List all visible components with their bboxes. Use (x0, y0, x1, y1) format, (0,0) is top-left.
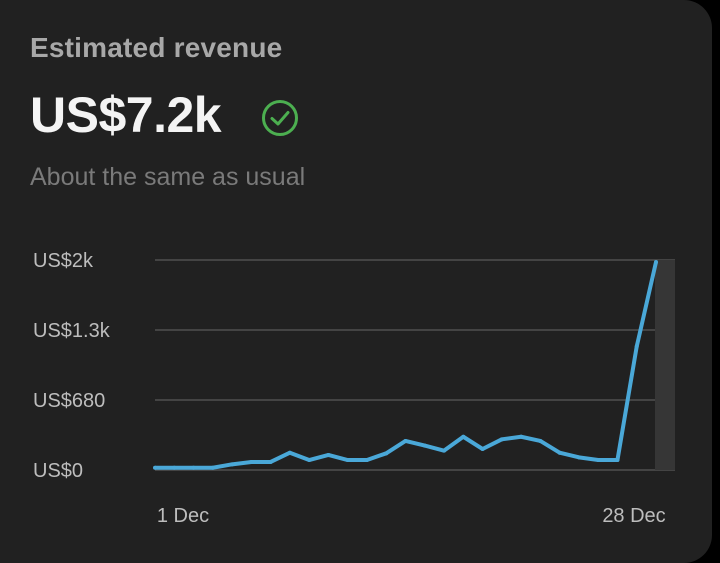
data-point[interactable] (172, 465, 177, 470)
current-day-highlight (655, 260, 675, 470)
data-point[interactable] (249, 459, 254, 464)
data-point[interactable] (442, 448, 447, 453)
x-tick-label: 28 Dec (602, 505, 665, 527)
data-point[interactable] (191, 465, 196, 470)
y-tick-label: US$0 (33, 460, 83, 482)
revenue-comparison: About the same as usual (30, 163, 306, 191)
card-title: Estimated revenue (30, 32, 283, 63)
data-point[interactable] (654, 260, 658, 265)
revenue-amount: US$7.2k (30, 87, 222, 143)
data-point[interactable] (287, 450, 292, 455)
data-point[interactable] (519, 434, 524, 439)
data-point[interactable] (364, 458, 369, 463)
check-circle-icon (262, 100, 298, 136)
y-tick-label: US$1.3k (33, 320, 111, 342)
revenue-chart[interactable]: US$0 US$680 US$1.3k US$2k 1 Dec 28 Dec (0, 230, 712, 540)
data-point[interactable] (499, 437, 504, 442)
y-tick-label: US$2k (33, 250, 94, 272)
data-point[interactable] (403, 438, 408, 443)
x-tick-label: 1 Dec (157, 505, 209, 527)
data-point[interactable] (538, 438, 543, 443)
data-point[interactable] (576, 455, 581, 460)
revenue-line (155, 261, 658, 470)
data-point[interactable] (307, 458, 312, 463)
data-point[interactable] (557, 450, 562, 455)
data-point[interactable] (210, 465, 215, 470)
y-tick-label: US$680 (33, 390, 105, 412)
data-point[interactable] (230, 462, 235, 467)
data-point[interactable] (422, 443, 427, 448)
data-point[interactable] (461, 434, 466, 439)
data-point[interactable] (384, 451, 389, 456)
data-point[interactable] (615, 458, 620, 463)
data-point[interactable] (596, 458, 601, 463)
data-point[interactable] (345, 458, 350, 463)
data-point[interactable] (634, 344, 639, 349)
data-point[interactable] (268, 459, 273, 464)
data-point[interactable] (153, 465, 157, 470)
data-point[interactable] (326, 452, 331, 457)
data-point[interactable] (480, 447, 485, 451)
